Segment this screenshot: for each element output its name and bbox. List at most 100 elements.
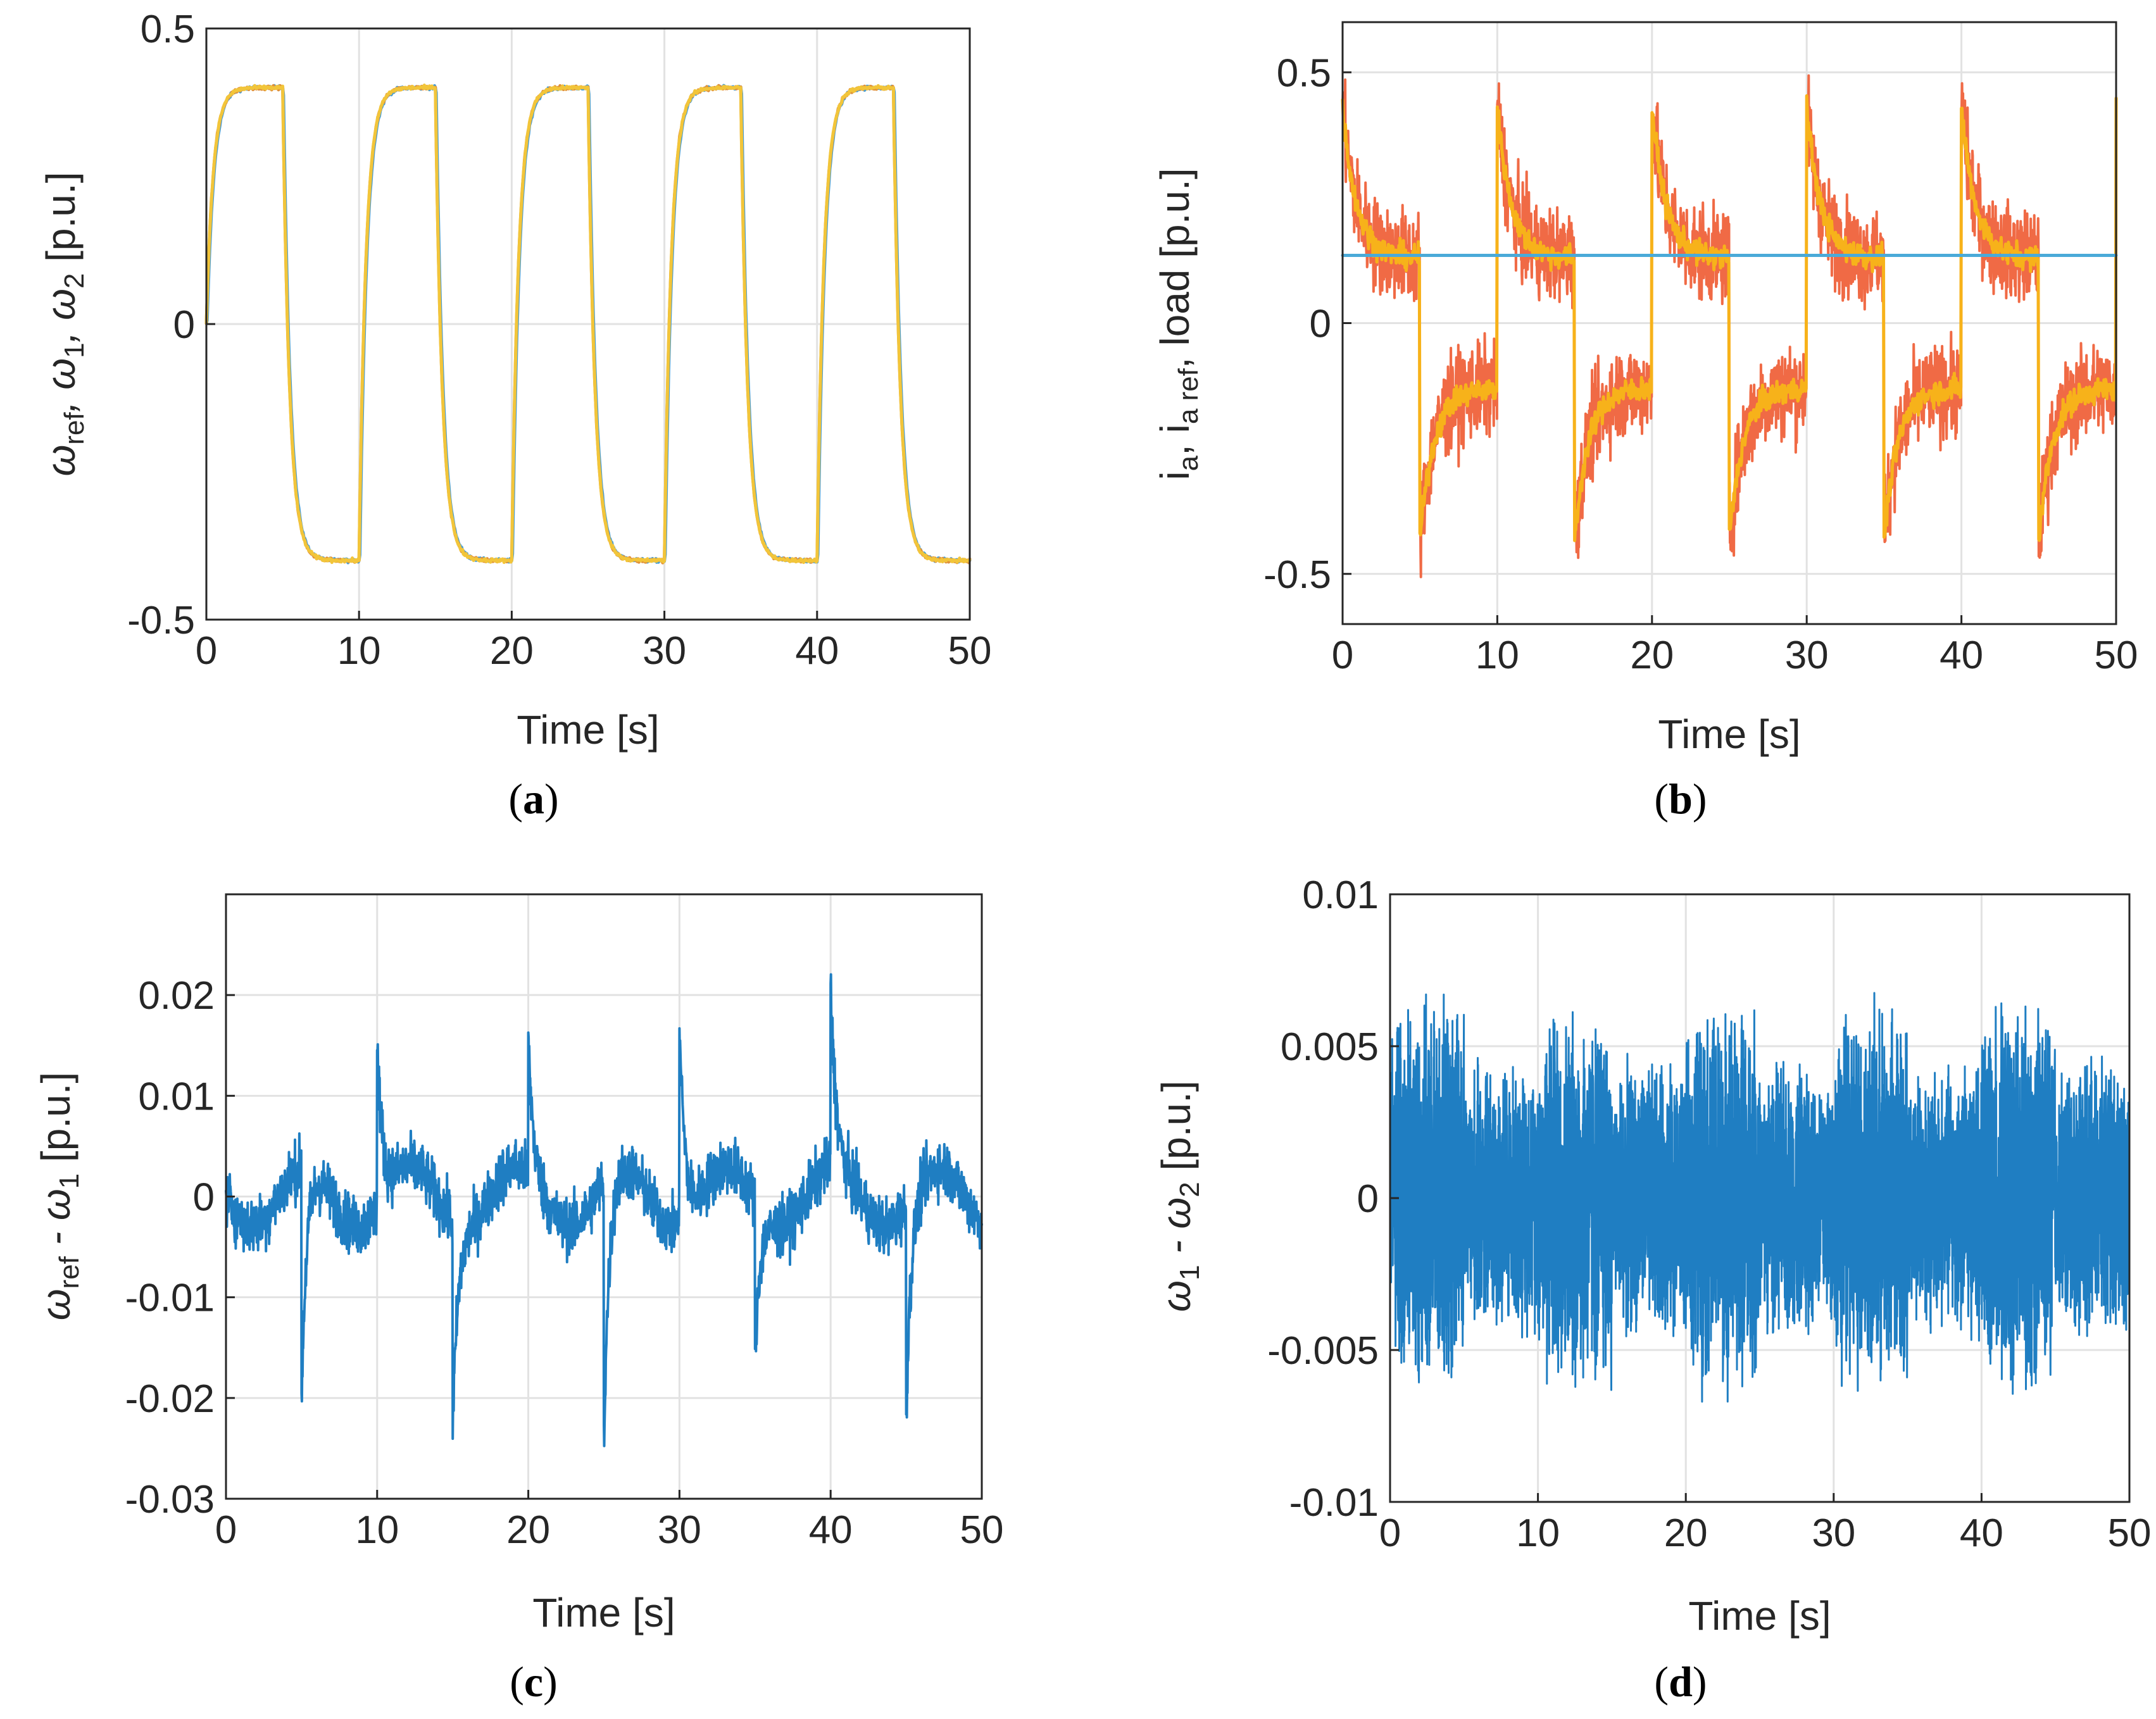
- panel-d-caption-close: ): [1693, 1658, 1707, 1706]
- panel-d-series-line-0: [1389, 992, 2131, 1403]
- panel-a-ytick-label-0: -0.5: [127, 599, 195, 642]
- panel-a-series: [204, 84, 972, 565]
- panel-d-xtick-label-5: 50: [2108, 1511, 2152, 1555]
- panel-b-caption: (b): [1654, 775, 1707, 823]
- panel-c-caption-open: (: [510, 1658, 524, 1706]
- panel-c-ylabel-part-4: [p.u.]: [33, 1072, 78, 1173]
- panel-a: 0 10 20 30 40 50 -0.500.5 Time [s] ωref, ω1, …: [38, 8, 991, 823]
- panel-b-xtick-label-1: 10: [1476, 634, 1519, 677]
- panel-a-ylabel-part-3: 1: [59, 342, 90, 358]
- panel-a-caption: (a): [508, 775, 558, 823]
- panel-b-ylabel-part-1: a: [1173, 455, 1204, 471]
- panel-c-xtick-label-1: 10: [355, 1508, 399, 1552]
- panel-b-xticks: 0 10 20 30 40 50: [1332, 615, 2138, 677]
- panel-b-ytick-label-0: -0.5: [1263, 553, 1331, 597]
- panel-a-ytick-label-1: 0: [173, 303, 195, 347]
- panel-c-xticks: 0 10 20 30 40 50: [215, 1490, 1004, 1552]
- panel-a-xticks: 0 10 20 30 40 50: [196, 611, 992, 673]
- panel-b-ylabel-part-3: a ref: [1173, 368, 1204, 424]
- panel-d-caption: (d): [1654, 1658, 1707, 1706]
- panel-c-ylabel-part-1: ref: [54, 1256, 85, 1289]
- panel-c-ytick-label-1: -0.02: [125, 1377, 215, 1421]
- panel-c-xtick-label-3: 30: [658, 1508, 701, 1552]
- panel-d-caption-open: (: [1654, 1658, 1669, 1706]
- panel-d-ytick-label-2: 0: [1357, 1177, 1379, 1221]
- panel-a-xtick-label-2: 20: [490, 629, 534, 673]
- panel-b-ylabel-part-4: , load [p.u.]: [1152, 168, 1198, 368]
- panel-d-ylabel-part-0: ω: [1153, 1280, 1199, 1312]
- panel-c-yticks: -0.03 -0.02 -0.01 0 0.01 0.02: [125, 974, 235, 1522]
- panel-a-ylabel-part-4: , ω: [38, 289, 84, 342]
- panel-c-series: [225, 973, 983, 1447]
- panel-b-series-line-1: [1341, 94, 2118, 542]
- panel-a-yticks: -0.5 0 0.5: [127, 8, 215, 642]
- panel-d-xticks: 0 10 20 30 40 50: [1379, 1493, 2152, 1555]
- panel-c: 0 10 20 30 40 50 -0.03 -0.02 -0.01 0 0.01 0.02 Tim…: [33, 893, 1004, 1706]
- panel-a-ylabel-part-2: , ω: [38, 358, 84, 412]
- panel-c-caption: (c): [510, 1658, 558, 1706]
- panel-c-xtick-label-0: 0: [215, 1508, 237, 1552]
- panel-d-ylabel-part-4: [p.u.]: [1153, 1080, 1199, 1182]
- panel-d-xtick-label-2: 20: [1664, 1511, 1708, 1555]
- panel-d-xtick-label-1: 10: [1516, 1511, 1560, 1555]
- panel-b-xtick-label-5: 50: [2095, 634, 2138, 677]
- panel-d-ylabel-part-3: 2: [1174, 1182, 1205, 1197]
- panel-d-ylabel-part-2: - ω: [1153, 1197, 1199, 1265]
- panel-b: 0 10 20 30 40 50 -0.500.5 Time [s] ia, ia ref…: [1152, 21, 2138, 823]
- panel-c-xtick-label-4: 40: [809, 1508, 853, 1552]
- panel-d-xlabel: Time [s]: [1688, 1593, 1831, 1639]
- panel-d-yticks: -0.01 -0.005 0 0.005 0.01: [1267, 873, 1399, 1525]
- panel-a-xtick-label-1: 10: [337, 629, 381, 673]
- panel-a-caption-letter: a: [523, 775, 544, 823]
- panel-a-xlabel: Time [s]: [517, 707, 659, 753]
- panel-d-caption-letter: d: [1669, 1658, 1693, 1706]
- panel-b-caption-open: (: [1654, 775, 1669, 823]
- panel-b-ylabel-part-2: , i: [1152, 424, 1198, 456]
- panel-b-ytick-label-2: 0.5: [1277, 51, 1331, 95]
- panel-d-ylabel-part-1: 1: [1174, 1265, 1205, 1280]
- panel-a-ylabel-part-5: 2: [59, 273, 90, 289]
- panel-a-xtick-label-0: 0: [196, 629, 217, 673]
- panel-b-xtick-label-4: 40: [1940, 634, 1983, 677]
- panel-a-ylabel-part-6: [p.u.]: [38, 172, 84, 273]
- panel-d-ytick-label-3: 0.005: [1281, 1025, 1379, 1069]
- panel-a-series-line-2: [204, 84, 972, 565]
- panel-c-caption-letter: c: [524, 1658, 543, 1706]
- panel-d-xtick-label-4: 40: [1960, 1511, 2003, 1555]
- panel-d-ylabel: ω1 - ω2 [p.u.]: [1153, 1080, 1205, 1312]
- panel-a-xtick-label-3: 30: [642, 629, 686, 673]
- panel-d-xtick-label-0: 0: [1379, 1511, 1401, 1555]
- panel-b-yticks: -0.5 0 0.5: [1263, 51, 1351, 597]
- panel-a-ylabel-part-0: ω: [38, 445, 84, 477]
- panel-a-ytick-label-2: 0.5: [141, 8, 195, 51]
- panel-d-series: [1389, 992, 2131, 1403]
- panel-a-caption-open: (: [508, 775, 523, 823]
- panel-b-xtick-label-3: 30: [1785, 634, 1829, 677]
- panel-c-ytick-label-5: 0.02: [138, 974, 215, 1018]
- panel-b-ylabel-part-0: i: [1152, 471, 1198, 480]
- panel-c-ylabel-part-2: - ω: [33, 1189, 78, 1256]
- panel-a-caption-close: ): [544, 775, 559, 823]
- panel-c-xtick-label-2: 20: [506, 1508, 550, 1552]
- panel-c-caption-close: ): [543, 1658, 558, 1706]
- panel-c-xtick-label-5: 50: [960, 1508, 1004, 1552]
- panel-b-xtick-label-0: 0: [1332, 634, 1353, 677]
- panel-c-ytick-label-2: -0.01: [125, 1277, 215, 1320]
- panel-c-ytick-label-0: -0.03: [125, 1478, 215, 1522]
- panel-d: 0 10 20 30 40 50 -0.01 -0.005 0 0.005 0.01 Time […: [1153, 873, 2151, 1706]
- panel-b-xtick-label-2: 20: [1630, 634, 1674, 677]
- panel-d-ytick-label-4: 0.01: [1302, 873, 1379, 917]
- panel-a-ylabel: ωref, ω1, ω2 [p.u.]: [38, 172, 90, 476]
- panel-b-ytick-label-1: 0: [1310, 303, 1331, 346]
- panel-c-ytick-label-4: 0.01: [138, 1075, 215, 1118]
- panel-c-xlabel: Time [s]: [532, 1590, 675, 1635]
- panel-c-ytick-label-3: 0: [193, 1176, 215, 1220]
- panel-a-ylabel-part-1: ref: [59, 412, 90, 445]
- panel-c-ylabel: ωref - ω1 [p.u.]: [33, 1072, 85, 1321]
- panel-b-caption-letter: b: [1669, 775, 1693, 823]
- panel-d-ytick-label-1: -0.005: [1267, 1329, 1379, 1373]
- panel-d-ytick-label-0: -0.01: [1289, 1481, 1379, 1525]
- panel-a-xtick-label-5: 50: [948, 629, 992, 673]
- panel-b-ylabel: ia, ia ref, load [p.u.]: [1152, 168, 1204, 480]
